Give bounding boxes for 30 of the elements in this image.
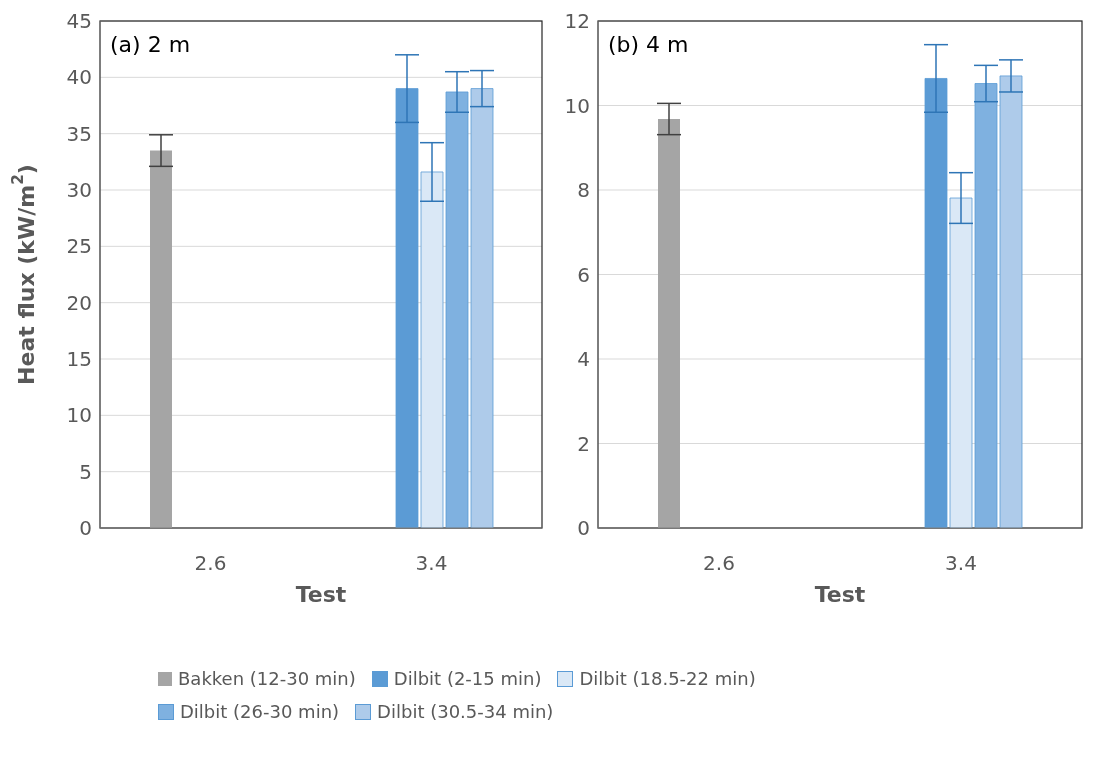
x-tick-label: 2.6 xyxy=(194,551,227,576)
legend-label: Dilbit (26-30 min) xyxy=(180,701,340,722)
y-tick-label: 12 xyxy=(564,9,590,34)
y-tick-label: 30 xyxy=(66,178,92,203)
x-axis-title: Test xyxy=(295,581,347,607)
y-tick-label: 45 xyxy=(66,9,92,34)
text: (a) 2 m xyxy=(110,32,191,57)
x-axis-title: Test xyxy=(814,581,866,607)
y-tick-label: 25 xyxy=(66,234,92,259)
y-tick-label: 4 xyxy=(577,347,590,372)
y-tick-label: 2 xyxy=(577,431,590,456)
text: (b) 4 m xyxy=(608,32,689,57)
y-tick-label: 15 xyxy=(66,347,92,372)
legend-label: Dilbit (18.5-22 min) xyxy=(579,668,756,689)
y-tick-label: 6 xyxy=(577,262,590,287)
x-tick-label: 3.4 xyxy=(945,551,977,576)
y-tick-label: 20 xyxy=(66,290,92,315)
y-tick-label: 0 xyxy=(79,516,92,541)
legend-label: Dilbit (2-15 min) xyxy=(393,668,542,689)
y-tick-label: 35 xyxy=(66,121,92,146)
legend-label: Bakken (12-30 min) xyxy=(178,668,356,689)
y-tick-label: 10 xyxy=(564,93,590,118)
legend-label: Dilbit (30.5-34 min) xyxy=(377,701,554,722)
y-tick-label: 10 xyxy=(66,403,92,428)
x-tick-label: 2.6 xyxy=(703,551,735,576)
x-tick-label: 3.4 xyxy=(415,551,448,576)
y-tick-label: 0 xyxy=(577,516,590,541)
y-tick-label: 5 xyxy=(79,459,92,484)
y-tick-label: 40 xyxy=(66,65,92,90)
y-tick-label: 8 xyxy=(577,178,590,203)
